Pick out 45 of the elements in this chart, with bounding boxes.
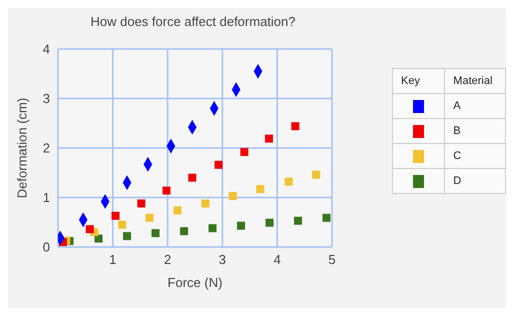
point [180,227,188,236]
y-tick-label: 3 [42,91,50,106]
point [256,185,264,194]
point [294,216,302,225]
point [137,199,146,208]
point [188,174,196,182]
point [162,186,171,195]
point [118,220,126,229]
point [228,192,237,200]
y-tick-label: 2 [42,140,50,156]
point [123,232,132,240]
point [237,222,246,230]
x-tick-label: 1 [109,252,116,268]
y-tick-label: 1 [42,190,50,206]
point [240,148,248,156]
point [112,212,120,220]
x-axis-title: Force (N) [168,275,222,290]
x-tick-label: 5 [328,252,336,268]
point [152,229,160,238]
text: Key [392,68,445,94]
point [201,199,210,208]
text: D [444,168,506,194]
point [312,170,320,179]
point [266,218,274,227]
point [291,122,300,130]
point [214,160,223,169]
y-axis-title: Deformation (cm) [14,98,30,198]
x-tick-label: 2 [164,252,172,268]
legend-title: Material [444,68,506,94]
x-tick-label: 4 [274,252,281,268]
y-tick-label: 4 [42,42,50,57]
chart-title: How does force affect deformation? [90,14,296,29]
point [264,134,273,143]
y-tick-label: 0 [42,240,50,255]
text: B [444,118,506,144]
text: C [444,144,506,168]
point [94,234,103,243]
point [322,214,331,222]
point [208,224,217,232]
point [173,206,182,214]
point [86,225,94,234]
text: A [444,94,506,118]
x-tick-label: 3 [218,252,226,268]
point [284,178,293,186]
point [146,214,154,222]
